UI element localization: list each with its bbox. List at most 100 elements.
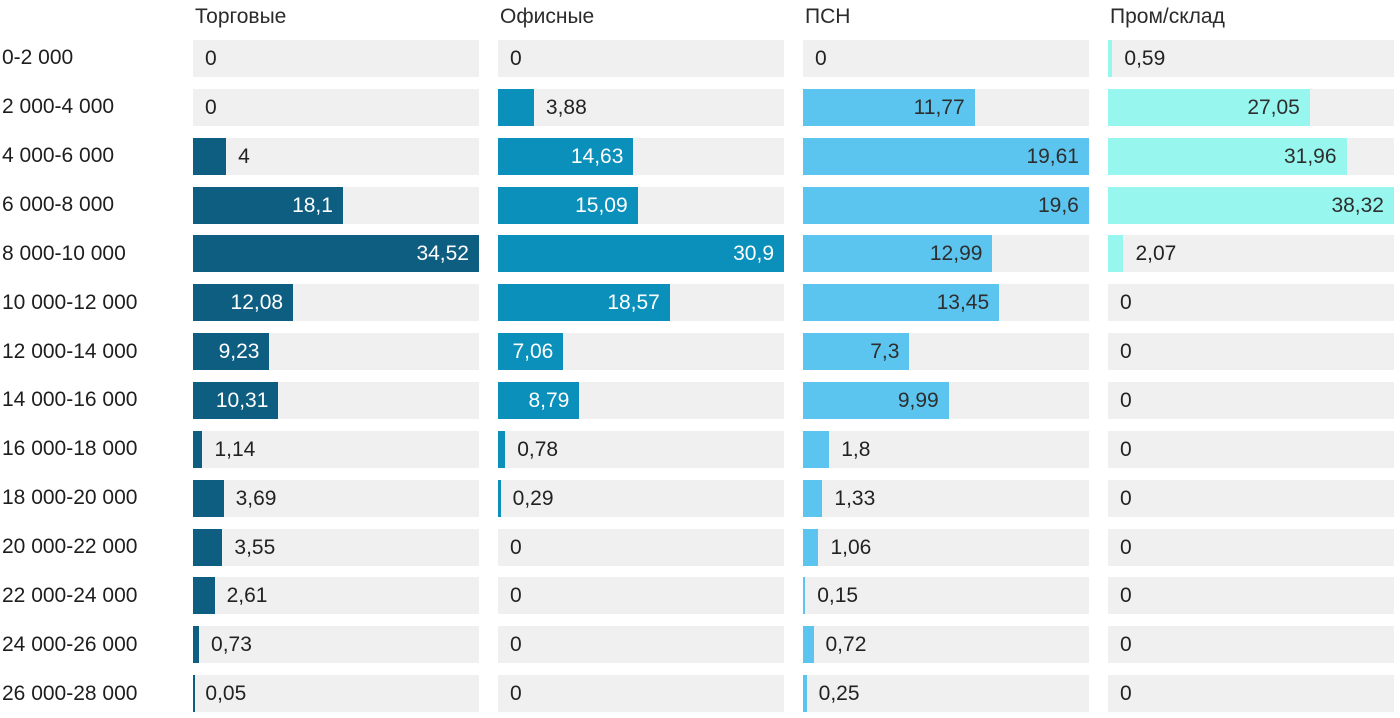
bar: [803, 626, 814, 664]
bar: 8,79: [498, 381, 580, 419]
bar-track: 12,08: [193, 284, 479, 322]
bar-value-label: 0: [510, 633, 522, 657]
bar: 13,45: [803, 284, 1000, 322]
bar-track: 2,07: [1108, 235, 1394, 273]
chart-row: 4 000-6 000 4 14,63 19,61 31,96: [0, 132, 1394, 181]
bar-track: 0: [1108, 284, 1394, 322]
chart-row: 20 000-22 000 3,55 0 1,06 0: [0, 523, 1394, 572]
bar: 30,9: [498, 235, 784, 273]
chart-row: 24 000-26 000 0,73 0 0,72 0: [0, 620, 1394, 669]
bar: 9,99: [803, 381, 949, 419]
bar-track: 0: [1108, 430, 1394, 468]
bar-track: 0,78: [498, 430, 784, 468]
bar-value-label: 0: [1120, 291, 1132, 315]
bar-value-label: 0,05: [205, 682, 247, 706]
row-label: 14 000-16 000: [2, 388, 138, 412]
bar-track: 0: [1108, 333, 1394, 371]
bar-value-label: 18,1: [292, 193, 333, 217]
bar: 27,05: [1108, 88, 1310, 126]
bar-value-label: 38,32: [1331, 193, 1384, 217]
bar-value-label: 0: [815, 46, 827, 70]
row-label: 16 000-18 000: [2, 437, 138, 461]
bar: 31,96: [1108, 137, 1347, 175]
bar-track: 12,99: [803, 235, 1089, 273]
row-label: 18 000-20 000: [2, 486, 138, 510]
bar: 9,23: [193, 333, 270, 371]
chart-row: 6 000-8 000 18,1 15,09 19,6 38,32: [0, 181, 1394, 230]
bar-track: 19,61: [803, 137, 1089, 175]
bar-value-label: 27,05: [1247, 95, 1300, 119]
bar: [193, 626, 200, 664]
row-label: 8 000-10 000: [2, 241, 126, 265]
row-label: 24 000-26 000: [2, 632, 138, 656]
bar-value-label: 0: [510, 46, 522, 70]
bar-value-label: 0: [1120, 633, 1132, 657]
bar-value-label: 0: [1120, 340, 1132, 364]
bar-value-label: 0,15: [817, 584, 859, 608]
row-label: 10 000-12 000: [2, 290, 138, 314]
bar-track: 0,73: [193, 626, 479, 664]
bar-value-label: 0,59: [1124, 46, 1166, 70]
row-label: 20 000-22 000: [2, 535, 138, 559]
bar: 12,99: [803, 235, 993, 273]
bar-track: 0,72: [803, 626, 1089, 664]
chart-row: 16 000-18 000 1,14 0,78 1,8 0: [0, 425, 1394, 474]
bar-track: 0: [498, 39, 784, 77]
bar: 12,08: [193, 284, 294, 322]
bar-track: 0: [803, 39, 1089, 77]
bar: [803, 479, 823, 517]
bar-track: 1,06: [803, 528, 1089, 566]
row-label: 12 000-14 000: [2, 339, 138, 363]
row-label: 6 000-8 000: [2, 193, 115, 216]
header-row: Торговые Офисные ПСН Пром/склад: [0, 0, 1394, 34]
column-header: Пром/склад: [1110, 5, 1225, 28]
bar-track: 0: [1108, 577, 1394, 615]
bar: 19,6: [803, 186, 1089, 224]
bar: 18,57: [498, 284, 670, 322]
bar-track: 18,57: [498, 284, 784, 322]
bar-track: 7,06: [498, 333, 784, 371]
bar-value-label: 2,07: [1135, 242, 1177, 266]
bar: 10,31: [193, 381, 279, 419]
bar-track: 2,61: [193, 577, 479, 615]
bar: [498, 88, 534, 126]
bar-value-label: 9,99: [897, 388, 939, 412]
bar: [803, 528, 819, 566]
bar-value-label: 0: [510, 584, 522, 608]
bar-track: 0: [193, 39, 479, 77]
bar-track: 4: [193, 137, 479, 175]
bar: [193, 137, 227, 175]
row-label: 22 000-24 000: [2, 583, 138, 607]
chart-row: 12 000-14 000 9,23 7,06 7,3 0: [0, 327, 1394, 376]
bar-value-label: 13,45: [936, 291, 990, 315]
bar-value-label: 11,77: [913, 95, 965, 119]
bar-track: 0,59: [1108, 39, 1394, 77]
bar-track: 0: [193, 88, 479, 126]
bar-track: 0: [1108, 528, 1394, 566]
bar: 19,61: [803, 137, 1089, 175]
bar-track: 1,14: [193, 430, 479, 468]
bar-track: 0,29: [498, 479, 784, 517]
bar-value-label: 30,9: [733, 242, 774, 266]
bar-value-label: 0: [510, 535, 522, 559]
bar: 11,77: [803, 88, 975, 126]
bar: 34,52: [193, 235, 479, 273]
bar-track: 31,96: [1108, 137, 1394, 175]
bar-track: 9,99: [803, 381, 1089, 419]
row-label: 26 000-28 000: [2, 681, 138, 705]
bar-track: 0,05: [193, 675, 479, 713]
bar-track: 7,3: [803, 333, 1089, 371]
bar-value-label: 1,06: [830, 535, 872, 559]
bar-value-label: 34,52: [416, 242, 469, 266]
bar: [193, 479, 224, 517]
bar-track: 13,45: [803, 284, 1089, 322]
bar-value-label: 0: [1120, 584, 1132, 608]
chart-row: 26 000-28 000 0,05 0 0,25 0: [0, 669, 1394, 718]
bar-track: 1,33: [803, 479, 1089, 517]
bar-value-label: 10,31: [215, 388, 269, 412]
bar: [193, 528, 223, 566]
bar-value-label: 0: [205, 95, 217, 119]
bar-value-label: 8,79: [528, 388, 570, 412]
chart-row: 14 000-16 000 10,31 8,79 9,99 0: [0, 376, 1394, 425]
